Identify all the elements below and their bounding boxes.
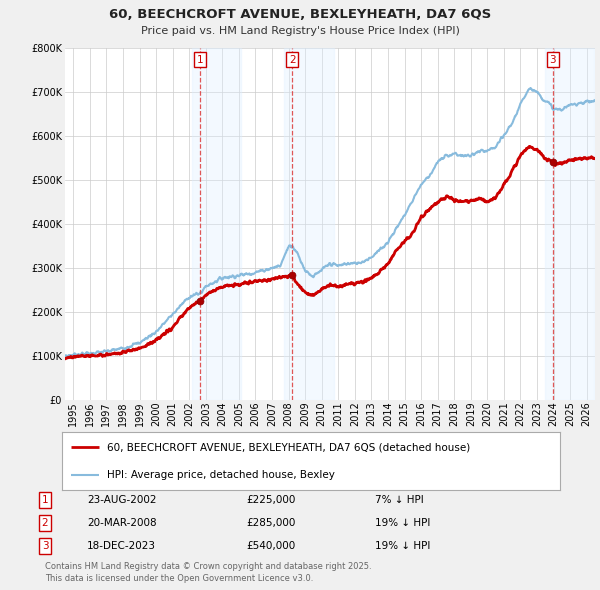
Bar [545,48,595,400]
Text: 19% ↓ HPI: 19% ↓ HPI [375,541,430,551]
Text: 3: 3 [550,55,556,64]
Text: 60, BEECHCROFT AVENUE, BEXLEYHEATH, DA7 6QS: 60, BEECHCROFT AVENUE, BEXLEYHEATH, DA7 … [109,8,491,21]
Text: 20-MAR-2008: 20-MAR-2008 [87,518,157,528]
Text: £540,000: £540,000 [246,541,295,551]
Text: Contains HM Land Registry data © Crown copyright and database right 2025.
This d: Contains HM Land Registry data © Crown c… [45,562,371,583]
Text: £225,000: £225,000 [246,495,295,505]
Text: 3: 3 [41,541,49,551]
Text: 2: 2 [289,55,296,64]
Text: HPI: Average price, detached house, Bexley: HPI: Average price, detached house, Bexl… [107,470,335,480]
Text: Price paid vs. HM Land Registry's House Price Index (HPI): Price paid vs. HM Land Registry's House … [140,26,460,36]
Bar [284,48,334,400]
Text: 7% ↓ HPI: 7% ↓ HPI [375,495,424,505]
Text: 1: 1 [41,495,49,505]
Text: 60, BEECHCROFT AVENUE, BEXLEYHEATH, DA7 6QS (detached house): 60, BEECHCROFT AVENUE, BEXLEYHEATH, DA7 … [107,442,470,452]
Text: 18-DEC-2023: 18-DEC-2023 [87,541,156,551]
Text: 19% ↓ HPI: 19% ↓ HPI [375,518,430,528]
Bar [191,48,241,400]
Text: 2: 2 [41,518,49,528]
Text: £285,000: £285,000 [246,518,295,528]
Text: 23-AUG-2002: 23-AUG-2002 [87,495,157,505]
Text: 1: 1 [197,55,203,64]
